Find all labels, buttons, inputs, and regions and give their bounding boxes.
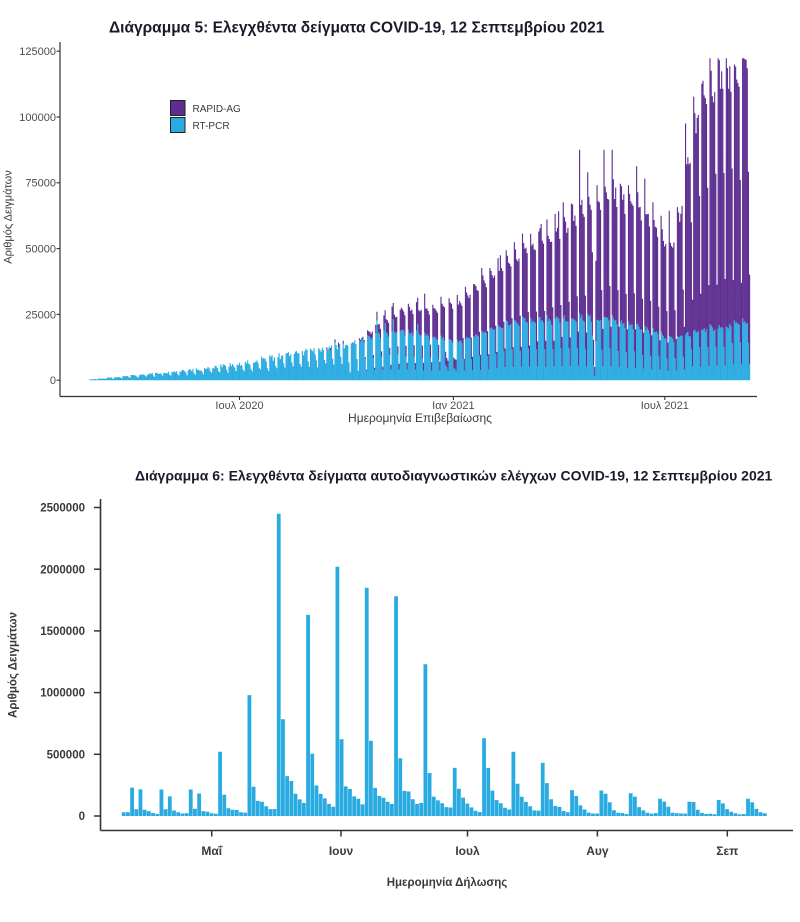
svg-text:Σεπ: Σεπ bbox=[716, 844, 738, 858]
svg-text:Ιουλ 2021: Ιουλ 2021 bbox=[641, 400, 689, 412]
svg-text:0: 0 bbox=[50, 375, 56, 387]
svg-text:Αριθμός Δειγμάτων: Αριθμός Δειγμάτων bbox=[3, 170, 15, 264]
svg-text:Ιουν: Ιουν bbox=[329, 844, 354, 858]
svg-text:Ιουλ 2020: Ιουλ 2020 bbox=[215, 400, 263, 412]
svg-text:125000: 125000 bbox=[19, 46, 56, 58]
svg-text:Ημερομηνία Επιβεβαίωσης: Ημερομηνία Επιβεβαίωσης bbox=[348, 411, 492, 425]
svg-text:Αριθμός Δειγμάτων: Αριθμός Δειγμάτων bbox=[8, 612, 20, 718]
svg-text:Διάγραμμα 6: Ελεγχθέντα δείγμα: Διάγραμμα 6: Ελεγχθέντα δείγματα αυτοδια… bbox=[135, 468, 773, 484]
svg-text:Αυγ: Αυγ bbox=[586, 844, 609, 858]
svg-text:500000: 500000 bbox=[47, 749, 85, 761]
svg-text:RT-PCR: RT-PCR bbox=[193, 121, 230, 132]
svg-text:0: 0 bbox=[79, 811, 85, 823]
svg-text:1500000: 1500000 bbox=[40, 626, 85, 638]
svg-text:Ιαν 2021: Ιαν 2021 bbox=[432, 400, 474, 412]
svg-text:100000: 100000 bbox=[19, 112, 56, 124]
svg-text:25000: 25000 bbox=[25, 309, 56, 321]
svg-text:Διάγραμμα 5: Ελεγχθέντα δείγμα: Διάγραμμα 5: Ελεγχθέντα δείγματα COVID-1… bbox=[109, 20, 605, 37]
svg-text:Ιουλ: Ιουλ bbox=[455, 844, 480, 858]
svg-text:RAPID-AG: RAPID-AG bbox=[193, 104, 242, 115]
svg-text:2500000: 2500000 bbox=[40, 503, 85, 515]
svg-text:2000000: 2000000 bbox=[40, 564, 85, 576]
svg-text:Μαΐ: Μαΐ bbox=[201, 844, 222, 858]
svg-text:Ημερομηνία Δήλωσης: Ημερομηνία Δήλωσης bbox=[387, 877, 508, 889]
svg-text:50000: 50000 bbox=[25, 244, 56, 256]
svg-text:75000: 75000 bbox=[25, 178, 56, 190]
svg-text:1000000: 1000000 bbox=[40, 688, 85, 700]
